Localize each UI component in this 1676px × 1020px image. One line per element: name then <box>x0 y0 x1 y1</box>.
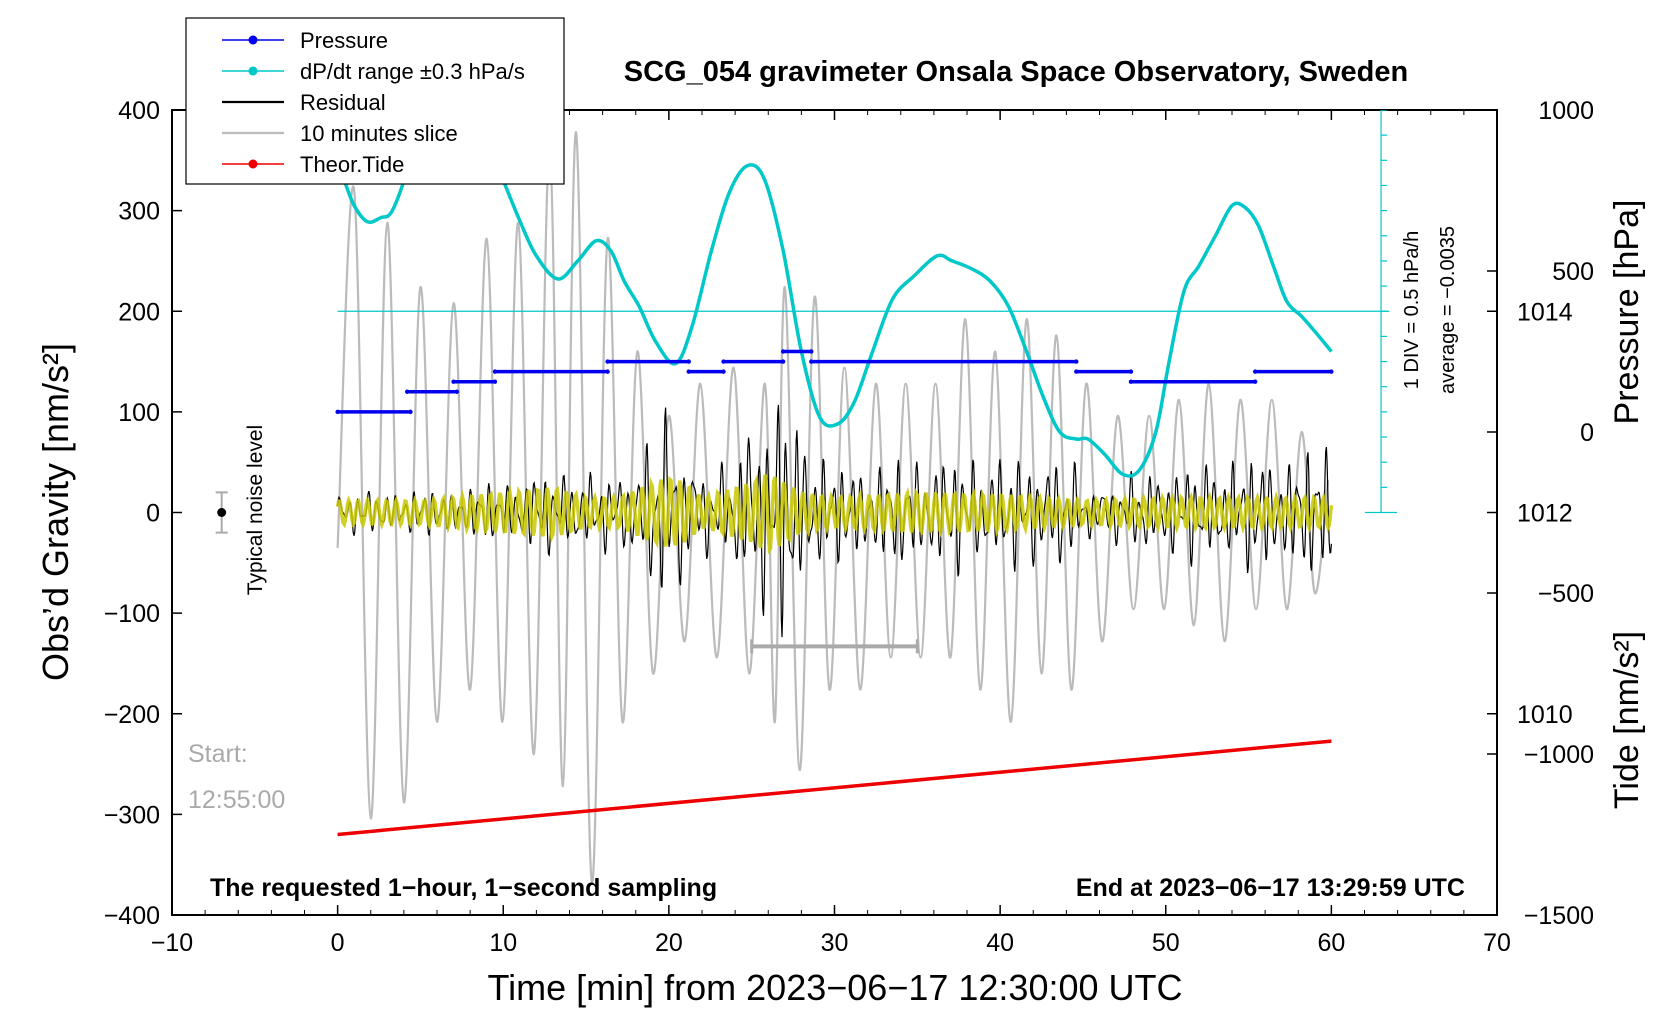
y-tick-label: −300 <box>104 801 160 829</box>
filtered-layer <box>335 474 1334 555</box>
x-tick-label: 30 <box>821 929 849 957</box>
pressure-point <box>686 359 691 364</box>
div-label: 1 DIV = 0.5 hPa/h <box>1401 231 1423 389</box>
pressure-point <box>335 409 340 415</box>
pressure-point <box>721 369 726 374</box>
legend-label: Residual <box>300 90 386 115</box>
pressure-point <box>1128 369 1134 374</box>
annotation-layer <box>215 491 919 654</box>
legend-marker <box>248 35 258 45</box>
pressure-point <box>780 349 786 354</box>
x-tick-label: 10 <box>489 929 517 957</box>
pressure-tick-label: 1014 <box>1517 298 1573 326</box>
pressure-point <box>1329 369 1334 374</box>
x-axis-label: Time [min] from 2023−06−17 12:30:00 UTC <box>487 967 1182 1008</box>
x-tick-label: −10 <box>151 929 193 957</box>
legend-label: 10 minutes slice <box>300 121 458 146</box>
pressure-point <box>721 359 726 364</box>
start-label: Start: <box>188 740 248 768</box>
pressure-point <box>492 379 498 384</box>
x-tick-label: 60 <box>1317 929 1345 957</box>
y-tick-label: 200 <box>118 298 160 326</box>
pressure-point <box>605 369 610 374</box>
slice-line <box>336 131 1330 884</box>
y-tick-label: 400 <box>118 97 160 125</box>
y-axis-label-tide: Tide [nm/s²] <box>1608 631 1646 809</box>
pressure-tick-label: 1010 <box>1517 701 1573 729</box>
pressure-point <box>404 389 410 394</box>
legend-marker <box>248 159 258 169</box>
y-tick-label: 300 <box>118 198 160 226</box>
pressure-point <box>1074 369 1079 374</box>
pressure-point <box>686 369 691 374</box>
pressure-point <box>492 369 498 374</box>
tide-tick-label: 1000 <box>1538 97 1594 125</box>
pressure-point <box>1252 379 1258 384</box>
pressure-layer <box>335 349 1334 415</box>
tide-tick-label: 0 <box>1580 419 1594 447</box>
filtered-line <box>335 474 1334 555</box>
noise-level-label: Typical noise level <box>244 425 267 595</box>
legend-marker <box>248 66 258 76</box>
legend-label: Pressure <box>300 28 388 53</box>
axes-layer: −10 0 10 20 30 40 50 60 70−400−300−200−100010020… <box>104 97 1594 957</box>
pressure-tick-label: 1012 <box>1517 500 1573 528</box>
x-tick-label: 20 <box>655 929 683 957</box>
x-tick-label: 50 <box>1152 929 1180 957</box>
slice-layer <box>336 131 1330 884</box>
tide-line <box>337 739 1332 837</box>
legend: Pressure dP/dt range ±0.3 hPa/s Residual 10… <box>185 17 565 185</box>
pressure-point <box>451 379 456 384</box>
average-label: average = −0.0035 <box>1437 226 1459 394</box>
tide-tick-label: −500 <box>1538 580 1594 608</box>
pressure-point <box>1128 379 1134 384</box>
y-tick-label: −100 <box>104 600 160 628</box>
legend-label: Theor.Tide <box>300 152 404 177</box>
sampling-note: The requested 1−hour, 1−second sampling <box>210 874 717 902</box>
tide-tick-label: −1000 <box>1524 741 1594 769</box>
y-axis-label-left: Obs’d Gravity [nm/s²] <box>35 343 76 681</box>
chart-title: SCG_054 gravimeter Onsala Space Observat… <box>624 56 1408 88</box>
end-time-note: End at 2023−06−17 13:29:59 UTC <box>1076 874 1465 902</box>
tide-layer <box>337 739 1332 837</box>
pressure-point <box>454 389 460 394</box>
pressure-point <box>605 359 610 364</box>
pressure-point <box>1074 359 1079 364</box>
x-tick-label: 0 <box>331 929 345 957</box>
tide-tick-label: −1500 <box>1524 902 1594 930</box>
y-axis-label-pressure: Pressure [hPa] <box>1608 200 1646 425</box>
y-tick-label: 100 <box>118 399 160 427</box>
tide-tick-label: 500 <box>1552 258 1594 286</box>
pressure-point <box>408 409 413 415</box>
noise-level-dot <box>217 508 227 517</box>
start-time: 12:55:00 <box>188 786 285 814</box>
x-tick-label: 70 <box>1483 929 1511 957</box>
legend-label: dP/dt range ±0.3 hPa/s <box>300 59 525 84</box>
pressure-point <box>809 359 814 364</box>
y-tick-label: −200 <box>104 701 160 729</box>
y-tick-label: 0 <box>146 500 160 528</box>
pressure-point <box>1252 369 1258 374</box>
y-tick-label: −400 <box>104 902 160 930</box>
x-tick-label: 40 <box>986 929 1014 957</box>
pressure-point <box>780 359 786 364</box>
pressure-point <box>809 349 814 354</box>
